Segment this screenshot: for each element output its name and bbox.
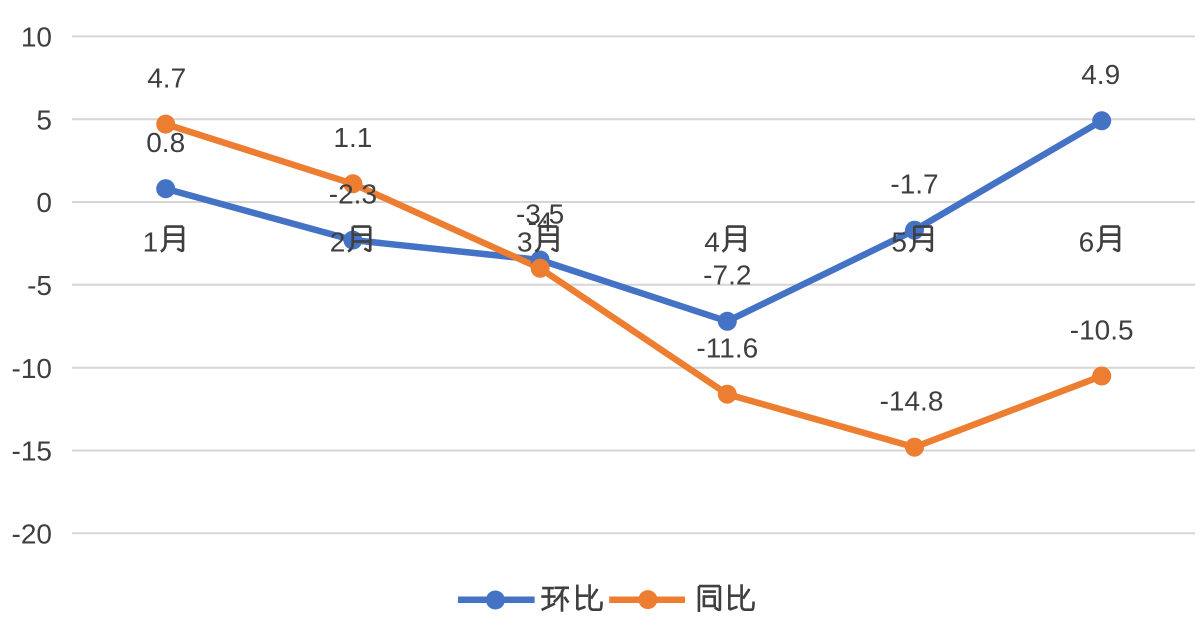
svg-text:5: 5 xyxy=(36,104,52,135)
svg-text:-10: -10 xyxy=(12,353,52,384)
svg-text:-7.2: -7.2 xyxy=(703,260,751,291)
svg-text:4.9: 4.9 xyxy=(1081,59,1120,90)
svg-text:4: 4 xyxy=(704,227,720,258)
svg-text:0.8: 0.8 xyxy=(146,127,185,158)
svg-text:-14.8: -14.8 xyxy=(880,386,944,417)
svg-text:5: 5 xyxy=(891,227,907,258)
svg-text:10: 10 xyxy=(21,22,52,53)
svg-text:1.1: 1.1 xyxy=(333,122,372,153)
svg-text:-20: -20 xyxy=(12,519,52,550)
svg-text:3: 3 xyxy=(517,227,533,258)
svg-text:-10.5: -10.5 xyxy=(1070,314,1134,345)
svg-text:-2.3: -2.3 xyxy=(329,179,377,210)
svg-text:-15: -15 xyxy=(12,436,52,467)
svg-text:-11.6: -11.6 xyxy=(696,333,758,364)
svg-text:1: 1 xyxy=(143,227,159,258)
svg-text:4.7: 4.7 xyxy=(147,63,186,94)
svg-text:-1.7: -1.7 xyxy=(890,169,938,200)
svg-text:-5: -5 xyxy=(27,270,52,301)
svg-text:0: 0 xyxy=(36,187,52,218)
svg-text:2: 2 xyxy=(330,227,346,258)
svg-text:-3.5: -3.5 xyxy=(516,198,564,229)
svg-text:6: 6 xyxy=(1079,227,1095,258)
